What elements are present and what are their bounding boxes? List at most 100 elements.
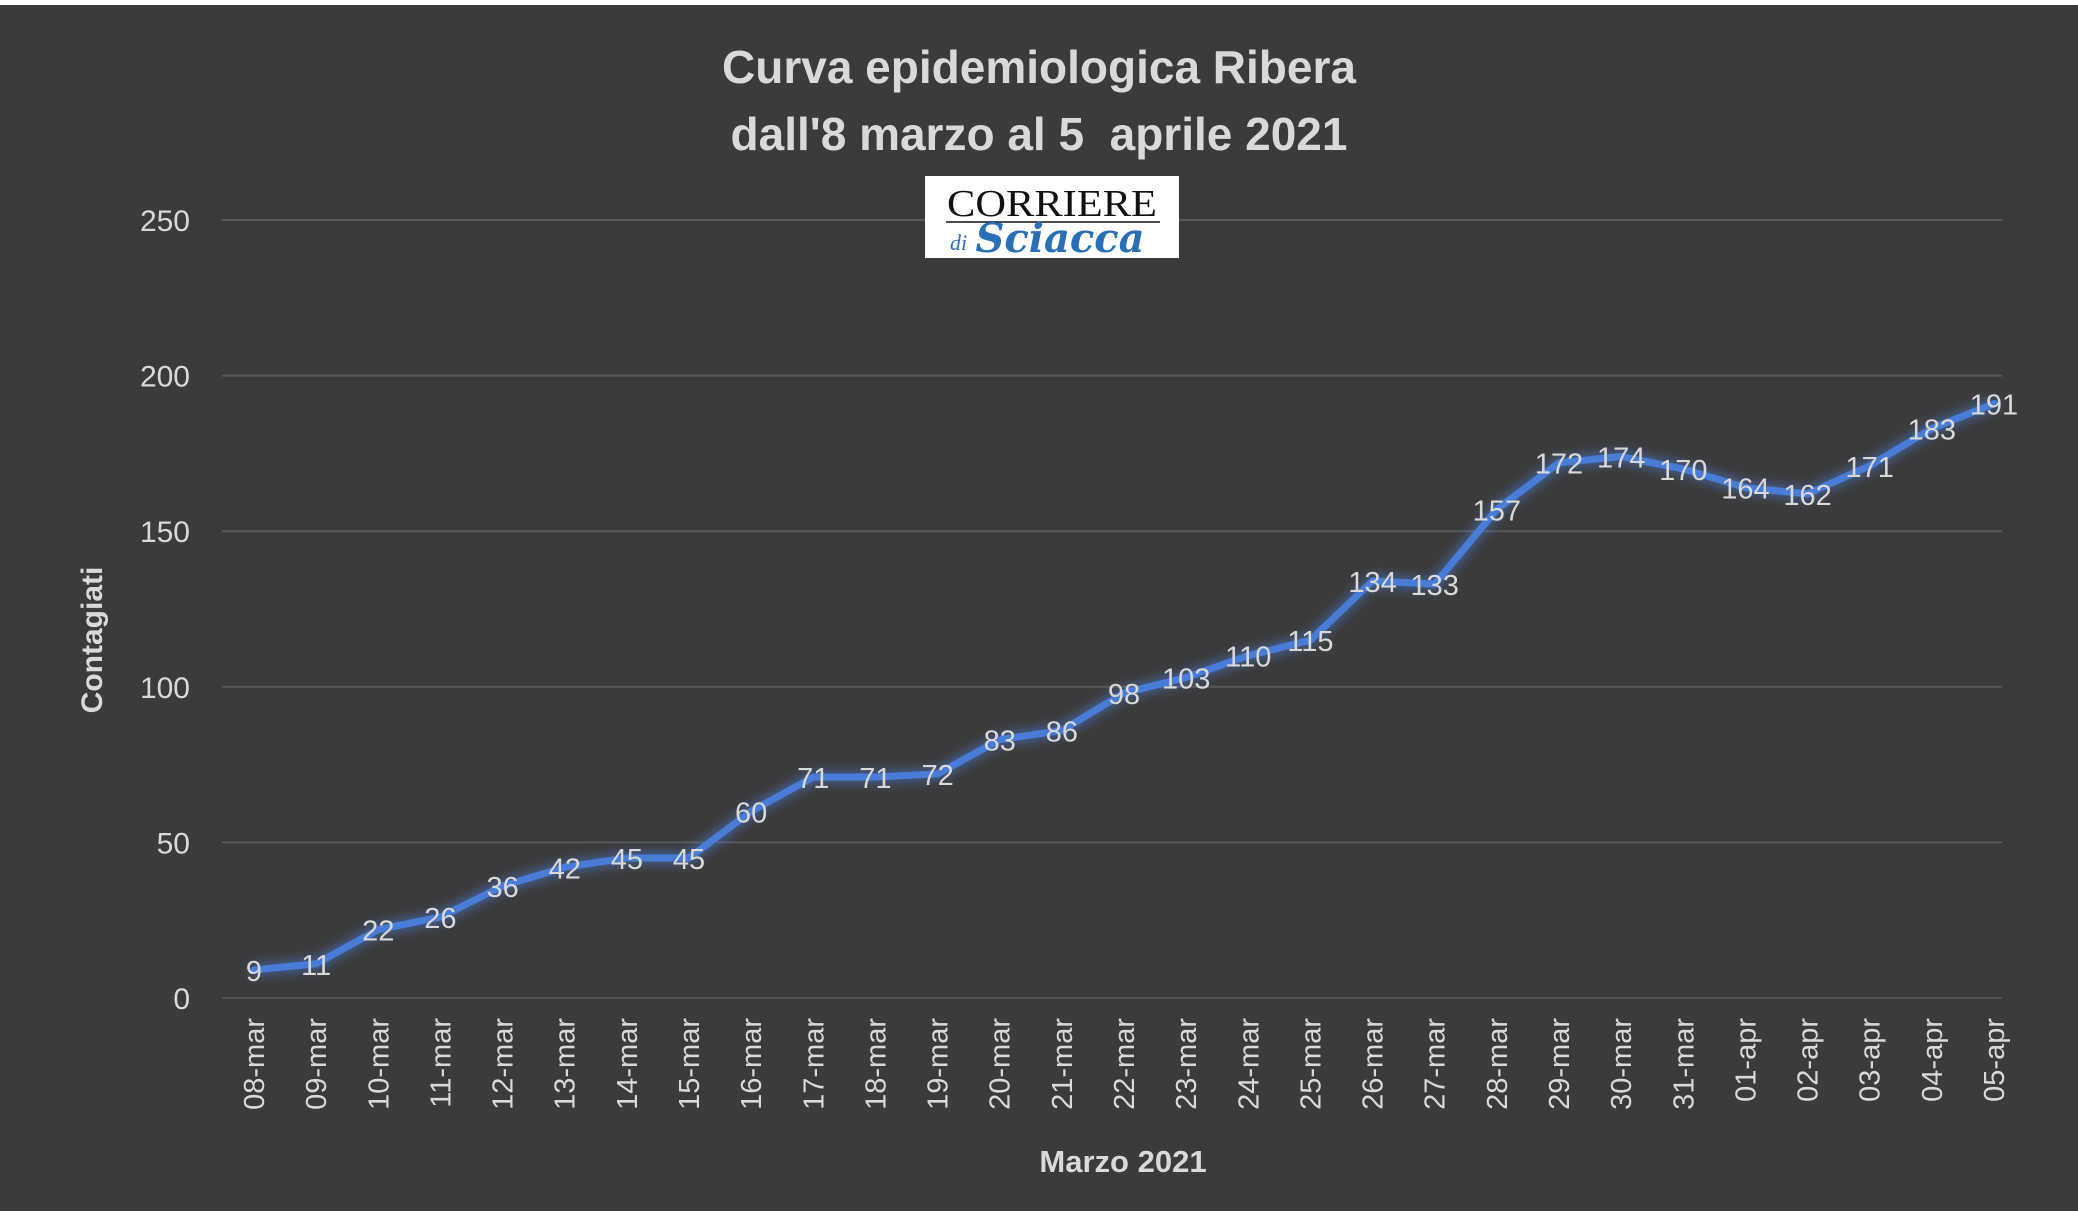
data-label-11-mar: 26 bbox=[424, 903, 456, 935]
x-axis-title: Marzo 2021 bbox=[1039, 1144, 1206, 1179]
y-tick-label-0: 0 bbox=[173, 983, 190, 1016]
data-point-04-apr bbox=[1928, 425, 1936, 433]
data-point-08-mar bbox=[250, 966, 258, 974]
data-point-29-mar bbox=[1555, 459, 1563, 467]
logo-text-script: Sciacca bbox=[976, 215, 1145, 262]
data-point-31-mar bbox=[1679, 465, 1687, 473]
data-point-18-mar bbox=[871, 773, 879, 781]
data-point-25-mar bbox=[1306, 636, 1314, 644]
data-label-12-mar: 36 bbox=[486, 872, 518, 904]
x-tick-label-27-mar: 27-mar bbox=[1420, 1018, 1452, 1110]
x-tick-label-26-mar: 26-mar bbox=[1358, 1018, 1390, 1110]
data-label-16-mar: 60 bbox=[735, 797, 767, 829]
data-point-10-mar bbox=[374, 926, 382, 934]
corriere-di-sciacca-logo: CORRIERE di Sciacca bbox=[925, 176, 1179, 262]
data-label-04-apr: 183 bbox=[1908, 415, 1956, 447]
data-point-12-mar bbox=[499, 882, 507, 890]
data-point-03-apr bbox=[1866, 462, 1874, 470]
data-label-03-apr: 171 bbox=[1846, 452, 1894, 484]
data-label-13-mar: 42 bbox=[549, 853, 581, 885]
data-label-09-mar: 11 bbox=[301, 950, 331, 982]
data-point-15-mar bbox=[685, 854, 693, 862]
data-point-21-mar bbox=[1058, 726, 1066, 734]
data-label-30-mar: 174 bbox=[1597, 443, 1645, 475]
data-label-31-mar: 170 bbox=[1659, 455, 1707, 487]
data-label-21-mar: 86 bbox=[1046, 716, 1078, 748]
data-label-05-apr: 191 bbox=[1970, 390, 2018, 422]
x-tick-label-24-mar: 24-mar bbox=[1233, 1018, 1265, 1110]
chart-title-line1: Curva epidemiologica Ribera bbox=[722, 41, 1356, 93]
data-label-17-mar: 71 bbox=[797, 763, 829, 795]
data-label-26-mar: 134 bbox=[1348, 567, 1396, 599]
x-tick-label-22-mar: 22-mar bbox=[1109, 1018, 1141, 1110]
x-tick-label-03-apr: 03-apr bbox=[1855, 1018, 1887, 1102]
x-tick-label-02-apr: 02-apr bbox=[1793, 1018, 1825, 1102]
x-tick-label-29-mar: 29-mar bbox=[1544, 1018, 1576, 1110]
data-labels: 9 11 22 26 36 42 45 45 60 71 71 72 83 86 98 103 110 115 13… bbox=[246, 390, 2018, 988]
chart-title-line2: dall'8 marzo al 5 aprile 2021 bbox=[731, 108, 1348, 160]
data-point-13-mar bbox=[561, 863, 569, 871]
y-axis-ticks: 0 50 100 150 200 250 bbox=[140, 205, 190, 1016]
x-tick-label-13-mar: 13-mar bbox=[550, 1018, 582, 1110]
data-point-01-apr bbox=[1741, 484, 1749, 492]
x-tick-label-16-mar: 16-mar bbox=[736, 1018, 768, 1110]
x-tick-label-28-mar: 28-mar bbox=[1482, 1018, 1514, 1110]
data-point-05-apr bbox=[1990, 400, 1998, 408]
x-tick-label-19-mar: 19-mar bbox=[923, 1018, 955, 1110]
data-label-08-mar: 9 bbox=[246, 956, 262, 988]
data-label-20-mar: 83 bbox=[984, 726, 1016, 758]
data-label-14-mar: 45 bbox=[611, 844, 643, 876]
x-tick-label-18-mar: 18-mar bbox=[860, 1018, 892, 1110]
data-point-30-mar bbox=[1617, 453, 1625, 461]
data-label-25-mar: 115 bbox=[1287, 626, 1333, 658]
x-tick-label-11-mar: 11-mar bbox=[425, 1018, 457, 1108]
x-tick-label-14-mar: 14-mar bbox=[612, 1018, 644, 1110]
x-tick-label-30-mar: 30-mar bbox=[1606, 1018, 1638, 1110]
data-label-10-mar: 22 bbox=[362, 916, 394, 948]
x-tick-label-01-apr: 01-apr bbox=[1730, 1018, 1762, 1102]
data-label-01-apr: 164 bbox=[1721, 474, 1769, 506]
data-point-19-mar bbox=[934, 770, 942, 778]
data-point-11-mar bbox=[436, 913, 444, 921]
y-tick-label-100: 100 bbox=[140, 672, 190, 705]
y-tick-label-200: 200 bbox=[140, 361, 190, 394]
x-tick-label-25-mar: 25-mar bbox=[1295, 1018, 1327, 1110]
series-line-layer bbox=[250, 400, 1998, 974]
data-label-22-mar: 98 bbox=[1108, 679, 1140, 711]
x-tick-label-17-mar: 17-mar bbox=[798, 1018, 830, 1110]
data-point-09-mar bbox=[312, 960, 320, 968]
data-label-24-mar: 110 bbox=[1225, 642, 1271, 674]
logo-text-top: CORRIERE bbox=[947, 183, 1157, 225]
data-point-16-mar bbox=[747, 807, 755, 815]
y-axis-title: Contagiati bbox=[76, 567, 109, 714]
data-label-18-mar: 71 bbox=[859, 763, 891, 795]
data-label-19-mar: 72 bbox=[921, 760, 953, 792]
data-label-29-mar: 172 bbox=[1535, 449, 1583, 481]
y-tick-label-250: 250 bbox=[140, 205, 190, 238]
x-tick-label-05-apr: 05-apr bbox=[1979, 1018, 2011, 1102]
x-tick-label-15-mar: 15-mar bbox=[674, 1018, 706, 1110]
x-tick-label-08-mar: 08-mar bbox=[239, 1018, 271, 1110]
data-point-14-mar bbox=[623, 854, 631, 862]
data-label-28-mar: 157 bbox=[1473, 495, 1521, 527]
x-tick-label-21-mar: 21-mar bbox=[1047, 1018, 1079, 1110]
logo-text-small: di bbox=[950, 230, 967, 255]
x-tick-label-09-mar: 09-mar bbox=[301, 1018, 333, 1110]
x-tick-label-31-mar: 31-mar bbox=[1668, 1018, 1700, 1110]
x-tick-label-12-mar: 12-mar bbox=[488, 1018, 520, 1110]
x-tick-label-04-apr: 04-apr bbox=[1917, 1018, 1949, 1102]
x-axis-ticks: 08-mar 09-mar 10-mar 11-mar 12-mar 13-mar 14-m… bbox=[239, 1018, 2011, 1110]
data-label-23-mar: 103 bbox=[1162, 663, 1210, 695]
x-tick-label-20-mar: 20-mar bbox=[985, 1018, 1017, 1110]
data-point-24-mar bbox=[1244, 652, 1252, 660]
data-label-02-apr: 162 bbox=[1783, 480, 1831, 512]
x-tick-label-10-mar: 10-mar bbox=[363, 1018, 395, 1110]
data-point-02-apr bbox=[1804, 490, 1812, 498]
data-point-23-mar bbox=[1182, 673, 1190, 681]
y-tick-label-150: 150 bbox=[140, 516, 190, 549]
logo-background bbox=[925, 176, 1179, 258]
data-point-17-mar bbox=[809, 773, 817, 781]
data-point-22-mar bbox=[1120, 689, 1128, 697]
